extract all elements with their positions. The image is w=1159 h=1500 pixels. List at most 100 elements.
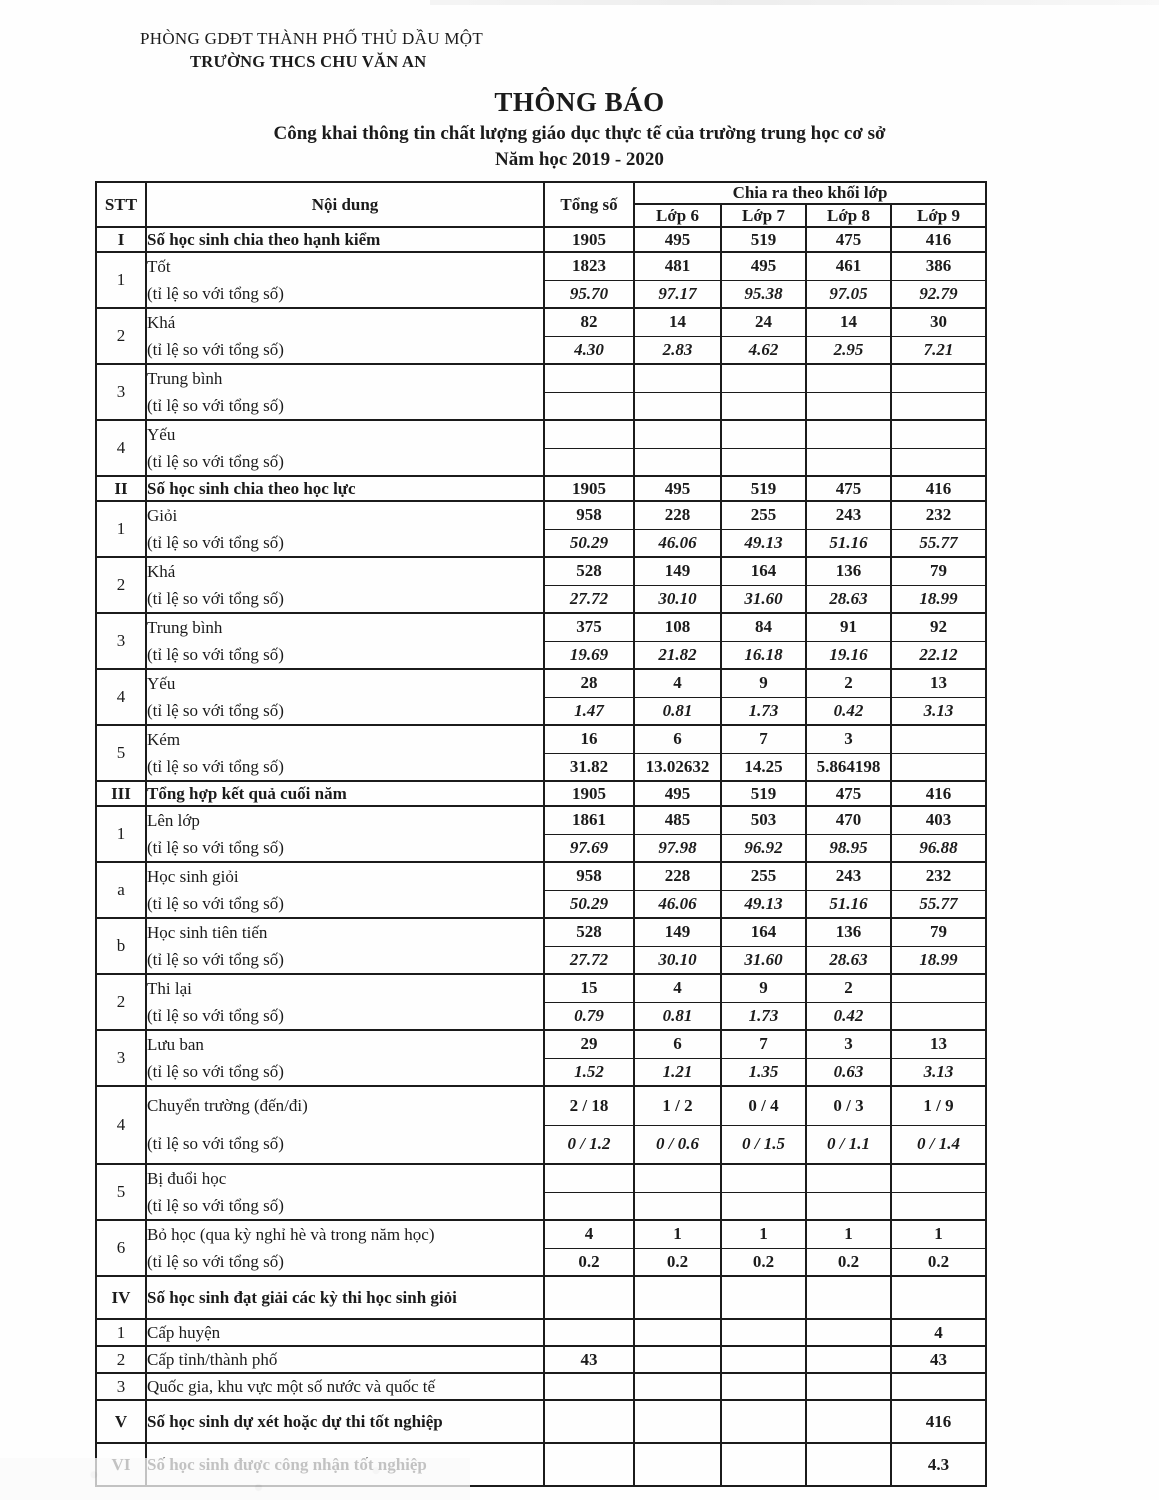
ratio-cell: 22.12 [889,640,988,670]
count-cell: 149 [633,556,722,586]
table-row: 1 Giỏi (tỉ lệ so với tổng số) 958 228 255 243 2… [95,500,988,558]
table-row-ratio: 27.72 30.10 31.60 28.63 18.99 [96,945,988,975]
value-cell [805,1372,892,1401]
ratio-cell: 0.63 [805,1057,892,1087]
row-number: II [95,475,147,502]
row-number: 1 [95,805,147,863]
ratio-cell: 27.72 [543,584,635,614]
ratio-cell: 95.38 [720,279,807,309]
row-label: Thi lại (tỉ lệ so với tổng số) [145,973,545,1031]
count-cell [633,419,722,449]
row-label: Khá (tỉ lệ so với tổng số) [145,307,545,365]
ratio-cell: 19.16 [805,640,892,670]
value-cell: 1905 [543,475,635,502]
value-cell [633,1372,722,1401]
value-cell [805,1442,892,1487]
table-row: 2 Khá (tỉ lệ so với tổng số) 528 149 164 136 79 [95,556,988,614]
row-number: 1 [95,251,147,309]
row-label: Kém (tỉ lệ so với tổng số) [145,724,545,782]
row-label-text: Kém [147,730,181,749]
row-label: Số học sinh dự xét hoặc dự thi tốt nghiệ… [145,1399,545,1444]
count-cell: 1 [805,1219,892,1249]
row-label: Quốc gia, khu vực một số nước và quốc tế [145,1372,545,1401]
row-label-text: Giỏi [147,506,178,525]
ratio-cell [633,391,722,421]
count-cell: 16 [543,724,635,754]
row-number: 1 [95,1318,147,1347]
row-label: Số học sinh chia theo học lực [145,475,545,502]
ratio-cell [805,391,892,421]
row-label: Tốt (tỉ lệ so với tổng số) [145,251,545,309]
count-cell [805,1163,892,1193]
ratio-cell [720,447,807,477]
ratio-cell: 0 / 1.1 [805,1124,892,1165]
ratio-cell [889,1191,988,1221]
ratio-cell: 97.98 [633,833,722,863]
ratio-cell [543,391,635,421]
ratio-cell: 7.21 [889,335,988,365]
ratio-cell: 3.13 [889,696,988,726]
ratio-cell: 1.47 [543,696,635,726]
count-cell: 1 [889,1219,988,1249]
count-cell: 1 [720,1219,807,1249]
row-label-text: Bỏ học (qua kỳ nghỉ hè và trong năm học) [147,1225,435,1244]
value-cell [633,1399,722,1444]
value-cell: 43 [889,1345,988,1374]
count-cell: 14 [805,307,892,337]
count-cell [633,363,722,393]
school-year: Năm học 2019 - 2020 [495,149,664,170]
count-cell [543,1163,635,1193]
ratio-cell: 31.82 [543,752,635,782]
ratio-cell: 28.63 [805,584,892,614]
count-cell: 9 [720,668,807,698]
value-cell [720,1345,807,1374]
count-cell: 7 [720,1029,807,1059]
ratio-cell: 2.95 [805,335,892,365]
count-cell: 375 [543,612,635,642]
count-cell: 7 [720,724,807,754]
table-row-ratio: 19.69 21.82 16.18 19.16 22.12 [96,640,988,670]
row-label: Giỏi (tỉ lệ so với tổng số) [145,500,545,558]
count-cell [805,419,892,449]
ratio-cell [889,752,988,782]
row-label: Trung bình (tỉ lệ so với tổng số) [145,363,545,421]
ratio-cell: 0 / 1.2 [543,1124,635,1165]
count-cell [543,419,635,449]
row-label: Khá (tỉ lệ so với tổng số) [145,556,545,614]
row-number: 2 [95,1345,147,1374]
count-cell: 30 [889,307,988,337]
count-cell: 6 [633,724,722,754]
count-cell: 228 [633,500,722,530]
ratio-cell: 0.2 [889,1247,988,1277]
ratio-cell [889,391,988,421]
ratio-cell: 1.21 [633,1057,722,1087]
ratio-cell: 51.16 [805,528,892,558]
value-cell [805,1318,892,1347]
ratio-cell [805,447,892,477]
count-cell: 2 [805,973,892,1003]
row-label: Chuyển trường (đến/đi) (tỉ lệ so với tổng… [145,1085,545,1165]
table-row-ratio: 1.47 0.81 1.73 0.42 3.13 [96,696,988,726]
table-row: b Học sinh tiên tiến (tỉ lệ so với tổng số… [95,917,988,975]
ratio-cell: 0 / 0.6 [633,1124,722,1165]
table-row: 1 Cấp huyện 4 [95,1318,988,1347]
col-header-grade-9: Lớp 9 [889,203,988,228]
row-label-text: Trung bình [147,618,223,637]
count-cell: 3 [805,1029,892,1059]
count-cell: 91 [805,612,892,642]
value-cell: 519 [720,226,807,253]
count-cell: 1823 [543,251,635,281]
ratio-cell [543,1191,635,1221]
table-row-ratio: 0.2 0.2 0.2 0.2 0.2 [96,1247,988,1277]
ratio-cell: 0 / 1.5 [720,1124,807,1165]
row-number: 5 [95,724,147,782]
scan-artifact-top [430,0,1159,5]
value-cell [720,1442,807,1487]
ratio-label-text: (tỉ lệ so với tổng số) [147,284,284,303]
value-cell [805,1275,892,1320]
department-name: PHÒNG GDĐT THÀNH PHỐ THỦ DẦU MỘT [140,29,484,48]
ratio-cell: 97.17 [633,279,722,309]
ratio-cell: 0.79 [543,1001,635,1031]
ratio-cell: 0.81 [633,696,722,726]
ratio-cell: 96.88 [889,833,988,863]
